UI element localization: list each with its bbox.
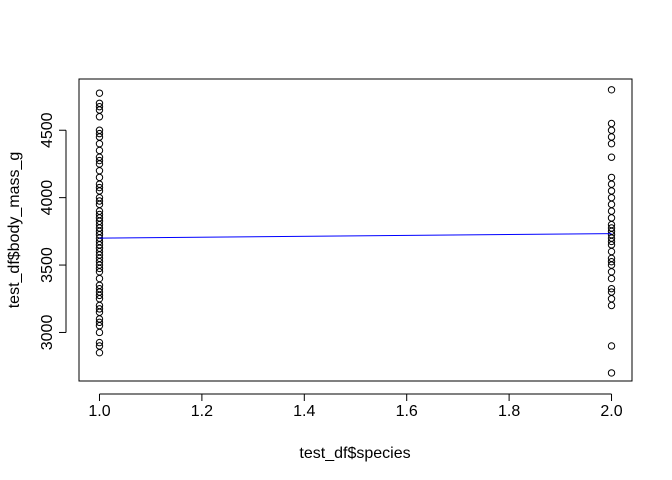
data-point: [607, 153, 616, 161]
data-point: [95, 197, 104, 205]
data-point: [607, 288, 616, 296]
points-layer: [95, 86, 616, 377]
x-tick-label: 1.0: [88, 403, 110, 420]
x-tick-label: 1.6: [396, 403, 418, 420]
x-tick-label: 2.0: [600, 403, 622, 420]
data-point: [95, 342, 104, 350]
data-point: [95, 156, 104, 165]
x-tick-label: 1.2: [191, 403, 213, 420]
data-point: [95, 284, 104, 293]
data-point: [95, 338, 104, 347]
data-point: [607, 86, 616, 94]
data-point: [95, 183, 104, 192]
data-point: [607, 173, 616, 182]
regression-line-layer: [99, 233, 612, 239]
data-point: [95, 126, 104, 134]
y-tick-label: 3000: [39, 315, 56, 351]
data-point: [607, 369, 616, 377]
plot-box: [78, 78, 633, 382]
data-point: [95, 305, 104, 313]
data-point: [607, 342, 616, 350]
data-point: [95, 102, 104, 111]
data-point: [95, 89, 104, 97]
y-axis-title: test_df$body_mass_g: [6, 152, 23, 309]
y-tick-label: 4500: [39, 112, 56, 148]
data-point: [95, 210, 104, 219]
x-axis-title: test_df$species: [299, 445, 410, 462]
y-axis: 3000 3500 4000 4500: [39, 112, 67, 351]
data-point: [95, 129, 104, 138]
regression-line: [99, 233, 612, 239]
x-tick-label: 1.4: [293, 403, 315, 420]
x-tick-label: 1.8: [498, 403, 520, 420]
data-point: [607, 224, 616, 232]
data-point: [607, 284, 616, 293]
data-point: [95, 99, 104, 107]
data-point: [95, 318, 104, 327]
data-point: [607, 119, 616, 128]
data-point: [607, 257, 616, 266]
y-tick-label: 3500: [39, 247, 56, 283]
y-tick-label: 4000: [39, 180, 56, 216]
x-axis: 1.0 1.2 1.4 1.6 1.8 2.0: [88, 393, 623, 420]
